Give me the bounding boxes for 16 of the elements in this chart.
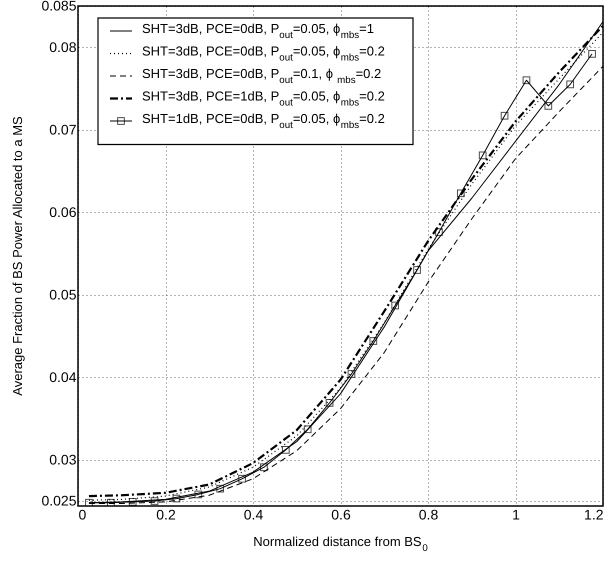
x-tick-label: 0.2	[156, 506, 176, 522]
y-tick-label: 0.05	[49, 286, 77, 302]
x-tick-label: 1	[512, 506, 520, 522]
x-tick-label: 1.2	[584, 506, 604, 522]
x-tick-label: 0.8	[418, 506, 438, 522]
y-tick-label: 0.08	[49, 38, 77, 55]
x-tick-label: 0.6	[331, 506, 351, 522]
y-tick-label: 0.06	[49, 204, 77, 220]
x-tick-label: 0	[78, 506, 86, 522]
y-tick-label: 0.03	[49, 451, 77, 468]
y-tick-label: 0.07	[49, 121, 77, 138]
y-axis-title: Average Fraction of BS Power Allocated to a MS	[10, 116, 25, 396]
x-tick-label: 0.4	[244, 506, 264, 522]
y-tick-label: 0.085	[41, 0, 77, 14]
y-tick-label: 0.04	[49, 368, 77, 385]
y-tick-label: 0.025	[41, 492, 77, 509]
